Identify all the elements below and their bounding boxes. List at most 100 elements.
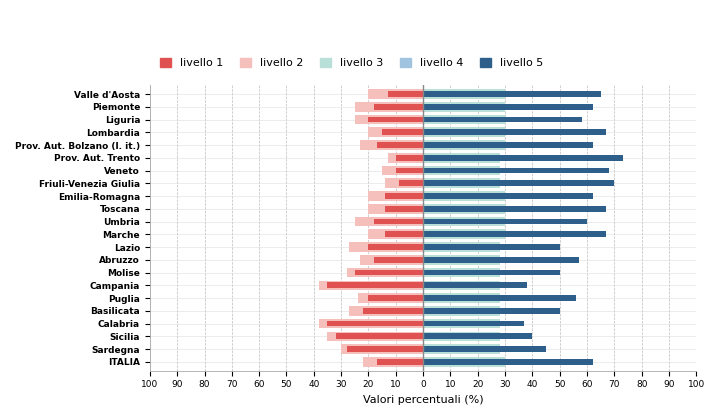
- Bar: [369, 117, 423, 122]
- Bar: [423, 270, 527, 276]
- Bar: [423, 168, 559, 173]
- Bar: [423, 321, 492, 326]
- Bar: [423, 282, 527, 288]
- Bar: [423, 231, 606, 237]
- Bar: [369, 191, 423, 201]
- Bar: [396, 168, 423, 173]
- Bar: [423, 153, 500, 163]
- Bar: [423, 193, 541, 199]
- Bar: [328, 331, 423, 341]
- Bar: [423, 293, 500, 303]
- Bar: [423, 333, 500, 339]
- Bar: [423, 333, 532, 339]
- Bar: [423, 178, 500, 188]
- Bar: [385, 178, 423, 188]
- Bar: [423, 104, 593, 110]
- Bar: [363, 308, 423, 314]
- Bar: [423, 281, 500, 290]
- Bar: [328, 321, 423, 326]
- Bar: [423, 331, 500, 341]
- Bar: [423, 104, 541, 110]
- Bar: [423, 257, 579, 262]
- Bar: [423, 359, 541, 365]
- Bar: [423, 102, 505, 112]
- Bar: [360, 255, 423, 265]
- Bar: [423, 231, 549, 237]
- Bar: [423, 268, 500, 277]
- Bar: [423, 346, 510, 352]
- Bar: [423, 204, 505, 213]
- Bar: [423, 117, 532, 122]
- Bar: [387, 153, 423, 163]
- Bar: [382, 166, 423, 175]
- Bar: [423, 346, 546, 352]
- Bar: [423, 242, 500, 252]
- Bar: [423, 129, 606, 135]
- Bar: [423, 257, 538, 262]
- Bar: [423, 219, 538, 224]
- Bar: [355, 115, 423, 124]
- Bar: [423, 181, 559, 186]
- Bar: [358, 293, 423, 303]
- Bar: [349, 242, 423, 252]
- Bar: [369, 89, 423, 99]
- Bar: [377, 142, 423, 148]
- Bar: [423, 306, 500, 315]
- Bar: [349, 306, 423, 315]
- Bar: [319, 281, 423, 290]
- Bar: [423, 229, 505, 239]
- Bar: [341, 344, 423, 354]
- Bar: [423, 295, 576, 301]
- Bar: [369, 128, 423, 137]
- Bar: [423, 308, 559, 314]
- Bar: [369, 204, 423, 213]
- Bar: [423, 89, 505, 99]
- Bar: [398, 181, 423, 186]
- Bar: [377, 359, 423, 365]
- Bar: [423, 359, 593, 365]
- Legend: livello 1, livello 2, livello 3, livello 4, livello 5: livello 1, livello 2, livello 3, livello…: [156, 53, 547, 73]
- Bar: [423, 308, 524, 314]
- Bar: [396, 155, 423, 160]
- Bar: [369, 244, 423, 250]
- Bar: [319, 319, 423, 328]
- Bar: [423, 282, 505, 288]
- Bar: [363, 357, 423, 367]
- Bar: [385, 231, 423, 237]
- Bar: [423, 319, 500, 328]
- Bar: [355, 270, 423, 276]
- Bar: [369, 295, 423, 301]
- Bar: [346, 346, 423, 352]
- Bar: [423, 191, 505, 201]
- Bar: [423, 181, 614, 186]
- Bar: [423, 206, 606, 212]
- Bar: [423, 219, 587, 224]
- Bar: [423, 142, 593, 148]
- Bar: [423, 115, 505, 124]
- Bar: [355, 217, 423, 226]
- Bar: [423, 166, 500, 175]
- Bar: [423, 155, 623, 160]
- Bar: [346, 268, 423, 277]
- Bar: [423, 295, 532, 301]
- Bar: [423, 155, 559, 160]
- Bar: [369, 229, 423, 239]
- Bar: [423, 344, 500, 354]
- Bar: [374, 219, 423, 224]
- Bar: [423, 255, 500, 265]
- Bar: [423, 117, 582, 122]
- Bar: [423, 244, 527, 250]
- Bar: [423, 91, 600, 97]
- Bar: [385, 206, 423, 212]
- Bar: [423, 168, 609, 173]
- Bar: [423, 321, 524, 326]
- Bar: [423, 142, 538, 148]
- Bar: [423, 206, 546, 212]
- Bar: [423, 128, 505, 137]
- Bar: [423, 91, 546, 97]
- Bar: [423, 270, 559, 276]
- Bar: [382, 129, 423, 135]
- Bar: [374, 104, 423, 110]
- Bar: [423, 193, 593, 199]
- Bar: [360, 140, 423, 150]
